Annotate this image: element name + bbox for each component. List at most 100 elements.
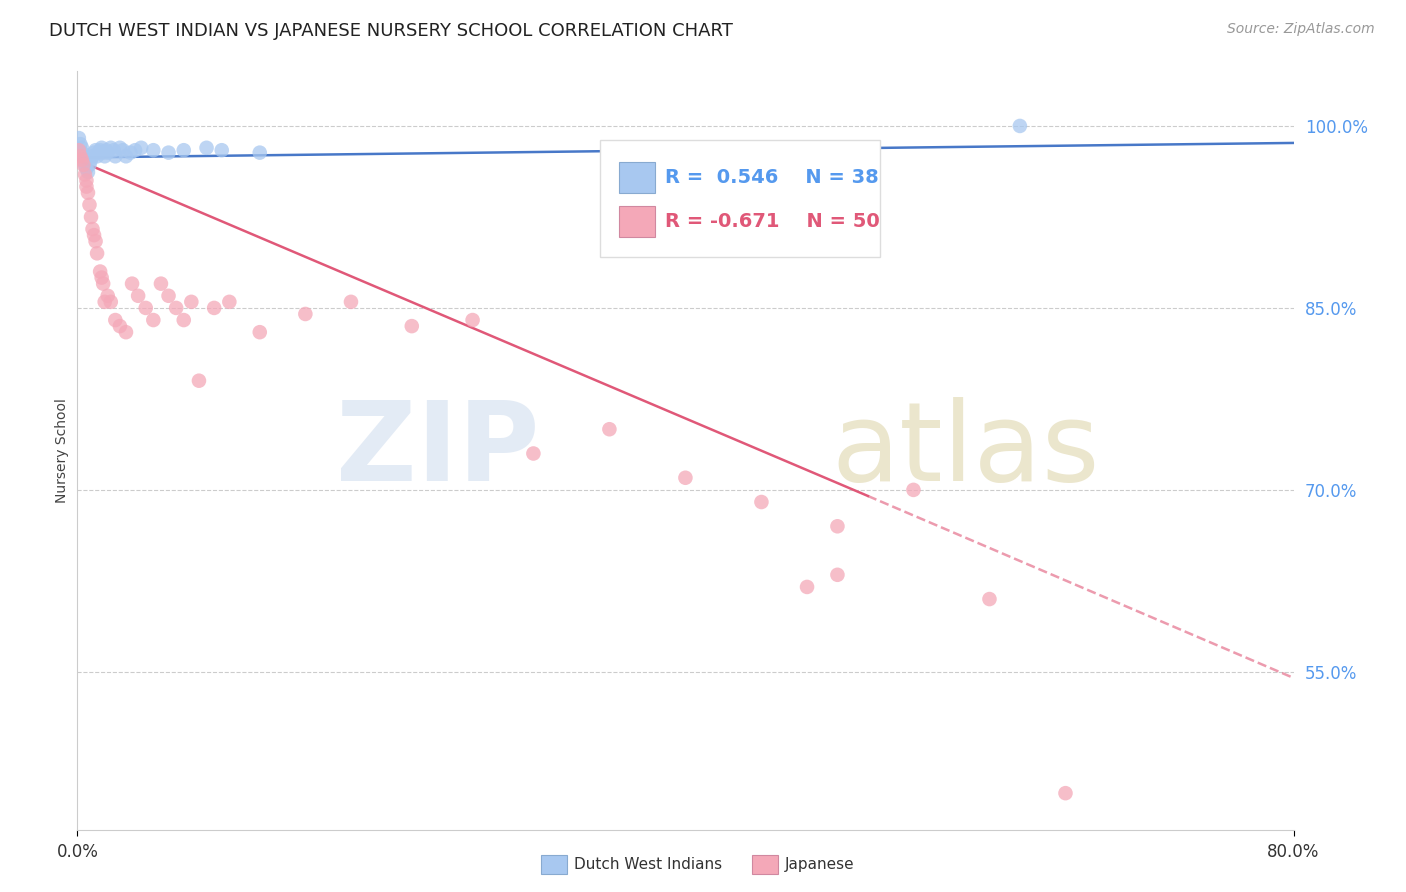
Point — [1008, 119, 1031, 133]
Point — [69, 149, 91, 163]
Point — [90, 141, 112, 155]
Point — [82, 222, 104, 236]
Point — [72, 149, 94, 163]
Point — [1054, 786, 1077, 800]
Text: ZIP: ZIP — [336, 397, 540, 504]
Point — [461, 313, 484, 327]
Point — [86, 149, 108, 163]
Point — [67, 131, 90, 145]
Point — [87, 145, 110, 160]
Text: R =  0.546    N = 38: R = 0.546 N = 38 — [665, 168, 879, 187]
Point — [93, 149, 115, 163]
Point — [195, 141, 218, 155]
Text: Source: ZipAtlas.com: Source: ZipAtlas.com — [1227, 22, 1375, 37]
Point — [827, 567, 849, 582]
Point — [165, 301, 187, 315]
Point — [675, 471, 697, 485]
Point — [93, 294, 115, 309]
Point — [401, 319, 423, 334]
Point — [80, 153, 103, 167]
Point — [129, 141, 152, 155]
Point — [115, 149, 138, 163]
FancyBboxPatch shape — [619, 162, 655, 193]
Point — [115, 325, 138, 339]
FancyBboxPatch shape — [619, 206, 655, 236]
Point — [89, 143, 111, 157]
Point — [69, 137, 91, 152]
Point — [111, 143, 134, 157]
Point — [84, 234, 107, 248]
Y-axis label: Nursery School: Nursery School — [55, 398, 69, 503]
Point — [108, 319, 131, 334]
Point — [70, 145, 93, 160]
Point — [77, 165, 100, 179]
Point — [979, 592, 1001, 607]
Point — [73, 153, 96, 167]
Point — [157, 145, 180, 160]
Point — [77, 186, 100, 200]
Point — [75, 161, 97, 176]
Point — [903, 483, 925, 497]
Text: R = -0.671    N = 50: R = -0.671 N = 50 — [665, 212, 880, 231]
Point — [796, 580, 818, 594]
Point — [218, 294, 240, 309]
Text: atlas: atlas — [831, 397, 1099, 504]
Point — [70, 141, 93, 155]
Point — [83, 145, 105, 160]
Point — [249, 325, 271, 339]
Point — [340, 294, 363, 309]
Point — [80, 210, 103, 224]
Point — [157, 289, 180, 303]
Text: DUTCH WEST INDIAN VS JAPANESE NURSERY SCHOOL CORRELATION CHART: DUTCH WEST INDIAN VS JAPANESE NURSERY SC… — [49, 22, 733, 40]
Point — [79, 198, 101, 212]
Text: Dutch West Indians: Dutch West Indians — [574, 857, 721, 871]
Point — [70, 153, 93, 167]
Point — [149, 277, 172, 291]
Point — [135, 301, 157, 315]
Point — [124, 143, 146, 157]
Point — [188, 374, 211, 388]
Point — [142, 313, 165, 327]
Point — [142, 143, 165, 157]
Point — [91, 277, 114, 291]
Point — [86, 246, 108, 260]
Point — [121, 277, 143, 291]
Point — [79, 158, 101, 172]
Point — [90, 270, 112, 285]
Point — [96, 143, 118, 157]
Point — [173, 313, 195, 327]
Point — [294, 307, 316, 321]
Point — [97, 145, 120, 160]
Point — [180, 294, 202, 309]
Point — [120, 145, 142, 160]
Point — [84, 143, 107, 157]
Point — [89, 264, 111, 278]
Point — [104, 149, 127, 163]
Point — [211, 143, 233, 157]
Point — [75, 179, 97, 194]
Point — [72, 158, 94, 172]
Point — [249, 145, 271, 160]
Point — [751, 495, 773, 509]
Point — [82, 149, 104, 163]
Point — [108, 141, 131, 155]
Point — [100, 141, 122, 155]
Point — [83, 228, 105, 243]
FancyBboxPatch shape — [600, 139, 880, 257]
Point — [827, 519, 849, 533]
Point — [67, 143, 90, 157]
Text: Japanese: Japanese — [785, 857, 855, 871]
Point — [91, 145, 114, 160]
Point — [104, 313, 127, 327]
Point — [127, 289, 149, 303]
Point — [202, 301, 225, 315]
Point — [75, 173, 97, 187]
Point — [73, 168, 96, 182]
Point — [100, 294, 122, 309]
Point — [103, 143, 125, 157]
Point — [97, 289, 120, 303]
Point — [598, 422, 620, 436]
Point — [522, 446, 544, 460]
Point — [173, 143, 195, 157]
Point — [73, 158, 96, 172]
